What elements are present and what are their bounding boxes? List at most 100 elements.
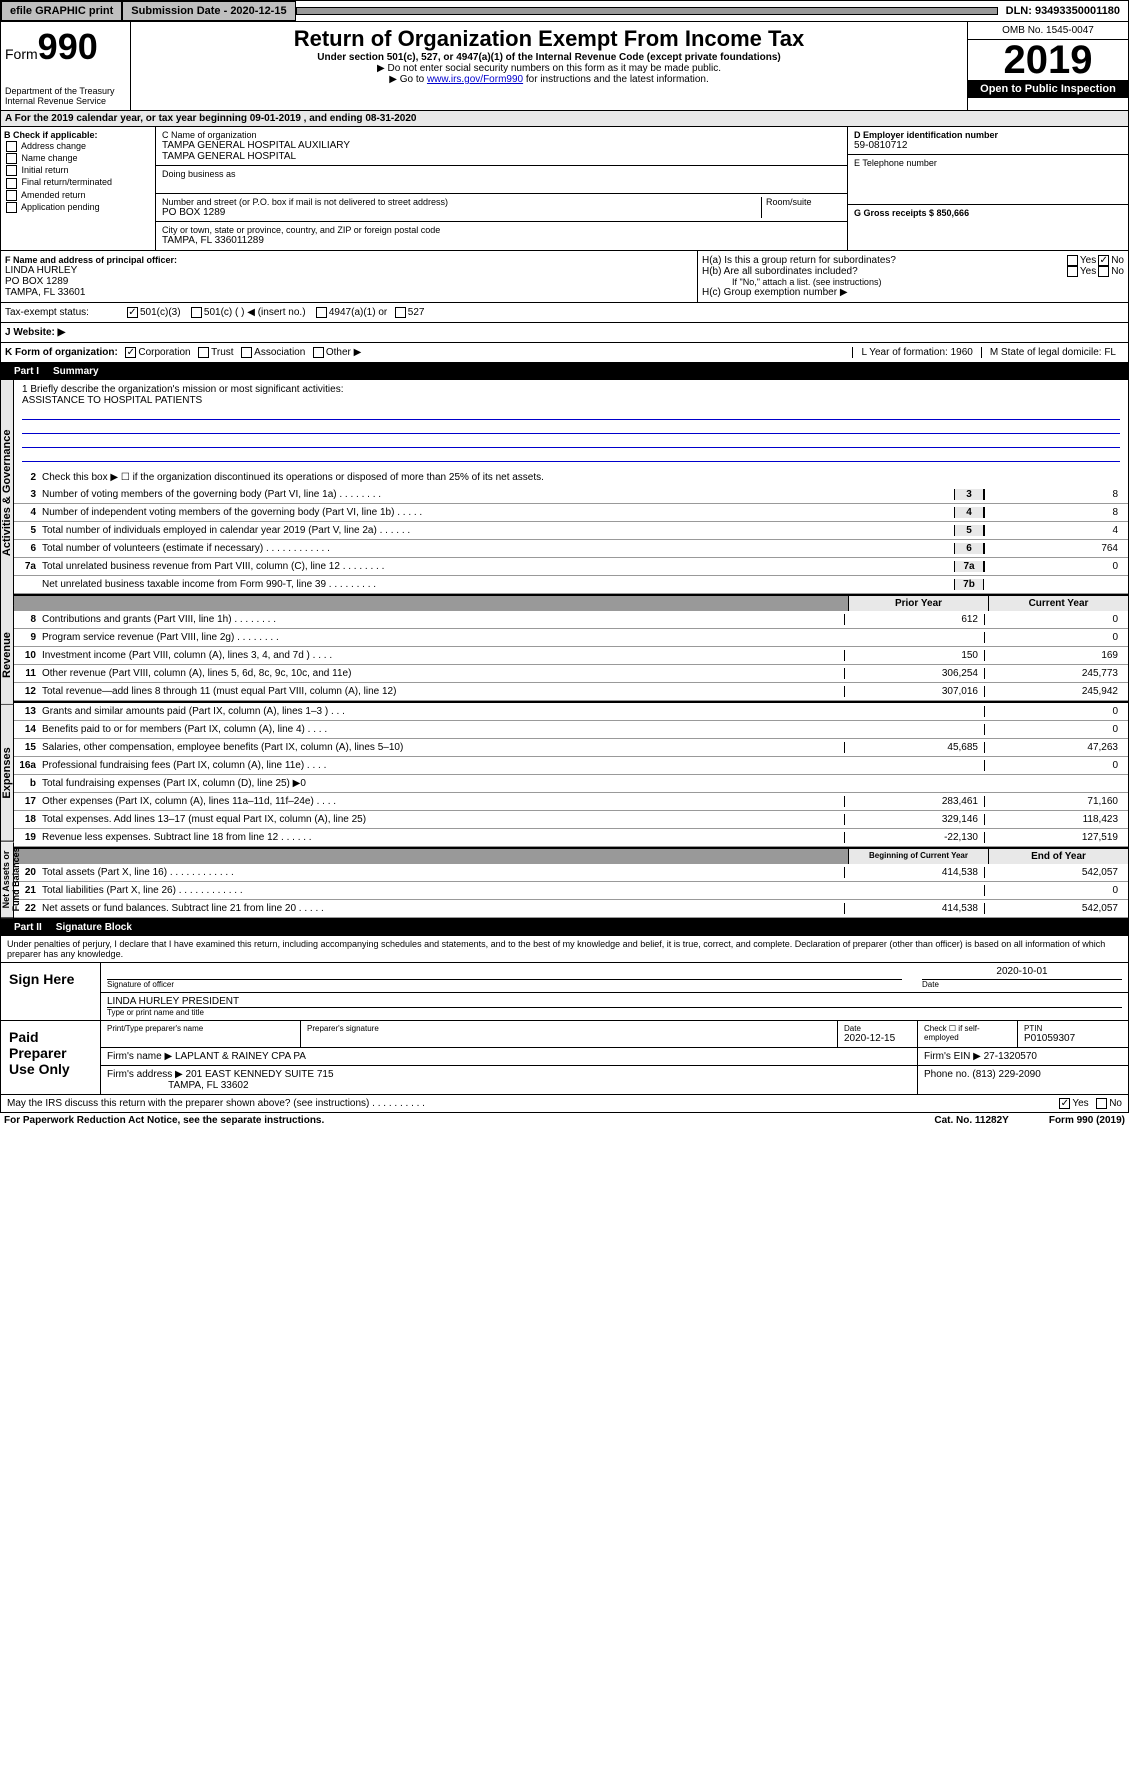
data-line: 22Net assets or fund balances. Subtract … bbox=[14, 900, 1128, 918]
phone-label: E Telephone number bbox=[854, 158, 1122, 168]
ha-no[interactable] bbox=[1098, 255, 1109, 266]
form-note-1: ▶ Do not enter social security numbers o… bbox=[135, 63, 963, 74]
firm-addr: 201 EAST KENNEDY SUITE 715 bbox=[186, 1069, 334, 1080]
org-name: TAMPA GENERAL HOSPITAL AUXILIARY TAMPA G… bbox=[162, 140, 841, 162]
k-corp[interactable] bbox=[125, 347, 136, 358]
addr-label: Number and street (or P.O. box if mail i… bbox=[162, 197, 761, 207]
data-line: 19Revenue less expenses. Subtract line 1… bbox=[14, 829, 1128, 847]
b-opt-final[interactable]: Final return/terminated bbox=[4, 177, 152, 188]
spacer bbox=[296, 7, 998, 15]
form-header: Form990 Department of the Treasury Inter… bbox=[0, 22, 1129, 111]
officer-city: TAMPA, FL 33601 bbox=[5, 287, 693, 298]
f-label: F Name and address of principal officer: bbox=[5, 255, 693, 265]
website-row: J Website: ▶ bbox=[0, 323, 1129, 343]
ptin-hdr: PTIN bbox=[1024, 1024, 1122, 1033]
section-d: D Employer identification number 59-0810… bbox=[848, 127, 1128, 250]
section-f: F Name and address of principal officer:… bbox=[1, 251, 698, 302]
gross-receipts: G Gross receipts $ 850,666 bbox=[854, 208, 1122, 218]
status-527[interactable] bbox=[395, 307, 406, 318]
prep-sig-hdr: Preparer's signature bbox=[307, 1024, 831, 1033]
open-public-badge: Open to Public Inspection bbox=[968, 80, 1128, 98]
calendar-year-row: A For the 2019 calendar year, or tax yea… bbox=[0, 111, 1129, 127]
section-h: H(a) Is this a group return for subordin… bbox=[698, 251, 1128, 302]
b-opt-name[interactable]: Name change bbox=[4, 153, 152, 164]
submission-date-button[interactable]: Submission Date - 2020-12-15 bbox=[122, 1, 295, 21]
officer-addr: PO BOX 1289 bbox=[5, 276, 693, 287]
part2-num: Part II bbox=[8, 922, 48, 933]
data-line: 13Grants and similar amounts paid (Part … bbox=[14, 703, 1128, 721]
ha-yes[interactable] bbox=[1067, 255, 1078, 266]
hb-no[interactable] bbox=[1098, 266, 1109, 277]
note2-pre: ▶ Go to bbox=[389, 74, 427, 85]
prep-date: 2020-12-15 bbox=[844, 1033, 911, 1044]
b-label: B Check if applicable: bbox=[4, 130, 152, 140]
data-line: 14Benefits paid to or for members (Part … bbox=[14, 721, 1128, 739]
b-opt-initial[interactable]: Initial return bbox=[4, 165, 152, 176]
by-ey-header: Beginning of Current Year End of Year bbox=[14, 847, 1128, 864]
note2-post: for instructions and the latest informat… bbox=[523, 74, 709, 85]
data-line: 21Total liabilities (Part X, line 26) . … bbox=[14, 882, 1128, 900]
dln-label: DLN: 93493350001180 bbox=[998, 2, 1128, 20]
q2-text: Check this box ▶ ☐ if the organization d… bbox=[42, 472, 1124, 483]
data-line: 9Program service revenue (Part VIII, lin… bbox=[14, 629, 1128, 647]
part1-num: Part I bbox=[8, 366, 45, 377]
part1-header: Part I Summary bbox=[0, 363, 1129, 380]
data-line: 17Other expenses (Part IX, column (A), l… bbox=[14, 793, 1128, 811]
discuss-text: May the IRS discuss this return with the… bbox=[7, 1098, 1057, 1109]
header-right-block: OMB No. 1545-0047 2019 Open to Public In… bbox=[968, 22, 1128, 110]
form-word: Form bbox=[5, 46, 38, 62]
discuss-yes[interactable] bbox=[1059, 1098, 1070, 1109]
gov-line: 6Total number of volunteers (estimate if… bbox=[14, 540, 1128, 558]
dba-label: Doing business as bbox=[162, 169, 841, 179]
h-b-label: H(b) Are all subordinates included? bbox=[702, 266, 1065, 277]
data-line: 11Other revenue (Part VIII, column (A), … bbox=[14, 665, 1128, 683]
data-line: 15Salaries, other compensation, employee… bbox=[14, 739, 1128, 757]
k-label: K Form of organization: bbox=[5, 347, 118, 358]
h-b-note: If "No," attach a list. (see instruction… bbox=[702, 277, 1124, 287]
main-info-block: B Check if applicable: Address change Na… bbox=[0, 127, 1129, 251]
print-name-label: Type or print name and title bbox=[107, 1008, 1122, 1017]
form-title: Return of Organization Exempt From Incom… bbox=[135, 26, 963, 52]
efile-button[interactable]: efile GRAPHIC print bbox=[1, 1, 122, 21]
irs-link[interactable]: www.irs.gov/Form990 bbox=[427, 74, 523, 85]
section-b: B Check if applicable: Address change Na… bbox=[1, 127, 156, 250]
firm-ein-label: Firm's EIN ▶ bbox=[924, 1051, 981, 1062]
k-row: K Form of organization: Corporation Trus… bbox=[0, 343, 1129, 363]
paid-preparer-section: Paid Preparer Use Only Print/Type prepar… bbox=[0, 1021, 1129, 1095]
officer-print-name: LINDA HURLEY PRESIDENT bbox=[107, 996, 1122, 1008]
prep-name-hdr: Print/Type preparer's name bbox=[107, 1024, 294, 1033]
gov-line: Net unrelated business taxable income fr… bbox=[14, 576, 1128, 594]
firm-name: LAPLANT & RAINEY CPA PA bbox=[175, 1051, 306, 1062]
vtab-exp: Expenses bbox=[1, 705, 14, 842]
b-opt-amended[interactable]: Amended return bbox=[4, 190, 152, 201]
end-year-hdr: End of Year bbox=[988, 849, 1128, 864]
part2-title: Signature Block bbox=[56, 922, 132, 933]
vtab-net: Net Assets or Fund Balances bbox=[1, 842, 14, 918]
firm-addr-label: Firm's address ▶ bbox=[107, 1069, 183, 1080]
officer-name: LINDA HURLEY bbox=[5, 265, 693, 276]
section-c: C Name of organization TAMPA GENERAL HOS… bbox=[156, 127, 848, 250]
b-opt-pending[interactable]: Application pending bbox=[4, 202, 152, 213]
status-501c3[interactable] bbox=[127, 307, 138, 318]
self-emp-check[interactable]: Check ☐ if self-employed bbox=[918, 1021, 1018, 1047]
data-line: 16aProfessional fundraising fees (Part I… bbox=[14, 757, 1128, 775]
form-id-block: Form990 Department of the Treasury Inter… bbox=[1, 22, 131, 110]
gov-line: 7aTotal unrelated business revenue from … bbox=[14, 558, 1128, 576]
data-line: bTotal fundraising expenses (Part IX, co… bbox=[14, 775, 1128, 793]
status-4947[interactable] bbox=[316, 307, 327, 318]
sign-here-label: Sign Here bbox=[1, 963, 101, 1020]
begin-year-hdr: Beginning of Current Year bbox=[848, 849, 988, 864]
k-assoc[interactable] bbox=[241, 347, 252, 358]
hb-yes[interactable] bbox=[1067, 266, 1078, 277]
b-opt-address[interactable]: Address change bbox=[4, 141, 152, 152]
city-label: City or town, state or province, country… bbox=[162, 225, 841, 235]
perjury-declaration: Under penalties of perjury, I declare th… bbox=[0, 936, 1129, 963]
k-trust[interactable] bbox=[198, 347, 209, 358]
footer-cat: Cat. No. 11282Y bbox=[934, 1115, 1008, 1126]
status-501c[interactable] bbox=[191, 307, 202, 318]
discuss-no[interactable] bbox=[1096, 1098, 1107, 1109]
mission-text: ASSISTANCE TO HOSPITAL PATIENTS bbox=[22, 395, 1120, 406]
firm-name-label: Firm's name ▶ bbox=[107, 1051, 172, 1062]
k-other[interactable] bbox=[313, 347, 324, 358]
part1-body: Activities & Governance Revenue Expenses… bbox=[0, 380, 1129, 919]
